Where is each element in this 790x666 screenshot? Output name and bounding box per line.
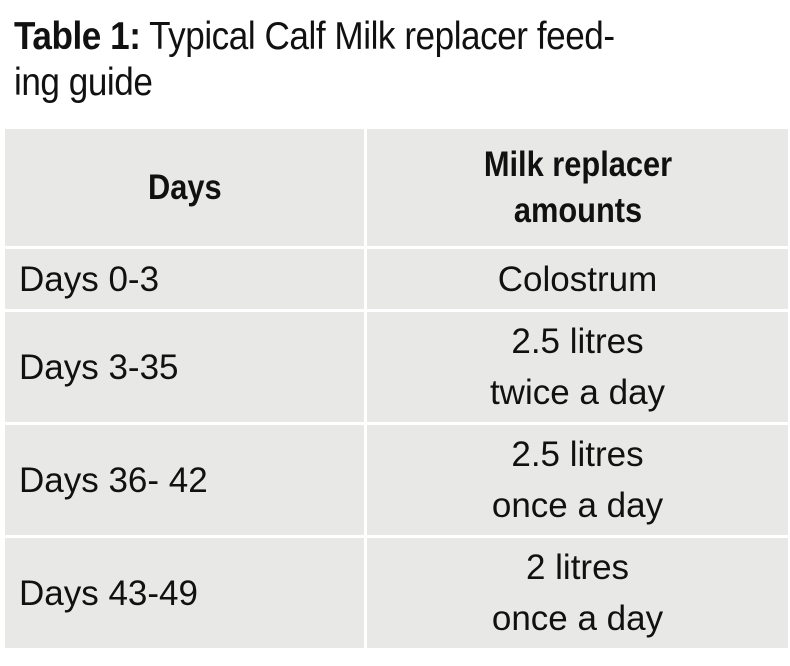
days-cell: Days 43-49 [2, 535, 367, 651]
table-row: Days 3-35 2.5 litres twice a day [2, 309, 790, 425]
amount-cell: Colostrum [364, 246, 790, 312]
amount-cell: 2.5 litres once a day [364, 422, 790, 538]
amount-line-2: once a day [491, 486, 664, 525]
table-header-row: Days Milk replacer amounts [2, 126, 790, 249]
feeding-guide-table: Days Milk replacer amounts Days 0-3 Colo… [2, 126, 790, 651]
caption-label: Table 1: [14, 15, 141, 58]
amount-line-1: Colostrum [497, 259, 658, 299]
caption-text-line-1: Typical Calf Milk replacer feed- [149, 15, 615, 58]
table-row: Days 43-49 2 litres once a day [2, 535, 790, 651]
days-cell: Days 0-3 [2, 246, 367, 312]
header-days: Days [2, 126, 367, 249]
table-row: Days 0-3 Colostrum [2, 246, 790, 312]
amount-cell: 2.5 litres twice a day [364, 309, 790, 425]
amount-line-2: once a day [491, 599, 664, 638]
amount-line-2: twice a day [489, 373, 666, 412]
amount-line-1: 2.5 litres [511, 322, 644, 361]
days-cell: Days 3-35 [2, 309, 367, 425]
header-amount: Milk replacer amounts [364, 126, 790, 249]
table-caption: Table 1: Typical Calf Milk replacer feed… [14, 14, 698, 106]
amount-cell: 2 litres once a day [364, 535, 790, 651]
header-amount-line-1: Milk replacer [483, 144, 672, 184]
caption-text-line-2: ing guide [14, 61, 153, 104]
table-row: Days 36- 42 2.5 litres once a day [2, 422, 790, 538]
amount-line-1: 2 litres [525, 548, 630, 587]
amount-line-1: 2.5 litres [511, 435, 644, 474]
header-days-label: Days [147, 167, 222, 207]
days-cell: Days 36- 42 [2, 422, 367, 538]
header-amount-line-2: amounts [513, 190, 642, 230]
